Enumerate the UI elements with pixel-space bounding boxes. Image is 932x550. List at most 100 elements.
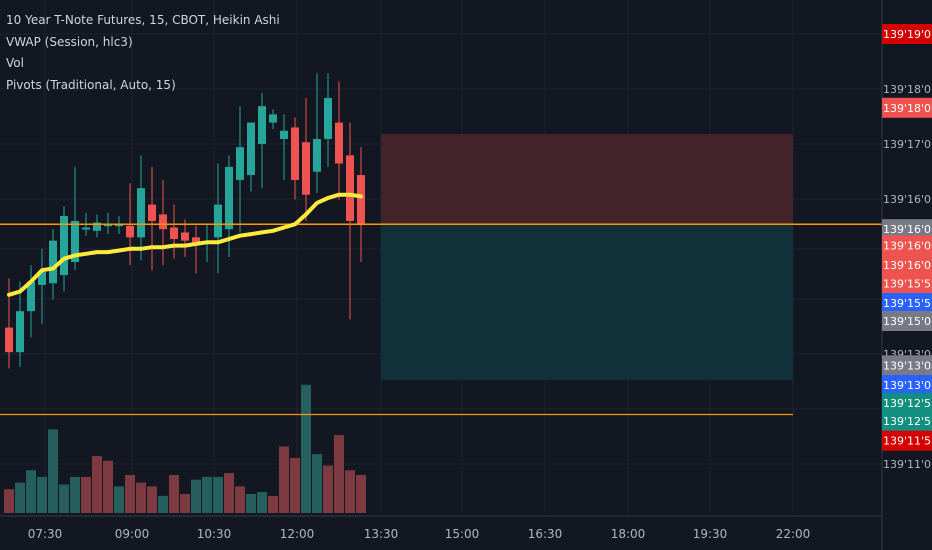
price-tag-label: 139'15'0 [883,315,931,328]
volume-bar [81,476,91,513]
price-tag [882,273,932,294]
volume-bar [37,476,47,513]
candle-body [16,311,24,353]
volume-bar [257,492,267,513]
support-zone [381,224,793,381]
price-tag [882,97,932,118]
price-tag-label: 139'18'0 [883,102,931,115]
x-tick-label: 19:30 [693,527,728,541]
volume-bar [290,457,300,513]
candle-body [313,138,321,172]
overlay-lines [0,192,882,416]
price-tag [882,292,932,313]
y-tick-label: 139'16'0 [883,193,931,206]
candle-body [170,227,178,239]
price-tag-label: 139'16'0 [883,240,931,253]
price-tag [882,24,932,44]
volume-bar [180,494,190,513]
volume-bar [191,479,201,513]
candle-body [137,188,145,238]
volume-bar [92,456,102,513]
volume-bar [15,482,25,513]
price-tag [882,374,932,395]
volume-bar [213,476,223,513]
candle-body [335,122,343,164]
y-tick-label: 139'11'0 [883,458,931,471]
symbol-title[interactable]: 10 Year T-Note Futures, 15, CBOT, Heikin… [6,13,280,27]
price-tag [882,393,932,413]
volume-bar [345,470,355,513]
candle-body [192,237,200,243]
price-tag-label: 139'16'0 [883,259,931,272]
x-tick-label: 13:30 [364,527,399,541]
price-tag [882,430,932,451]
volume-bar [301,384,311,513]
candle-body [38,271,46,285]
x-tick-label: 15:00 [445,527,480,541]
volume-bar [48,429,58,513]
candle-body [60,216,68,276]
candle-body [302,142,310,195]
price-tag [882,355,932,376]
volume-bar [312,454,322,513]
price-tag [882,219,932,240]
price-tag-label: 139'15'5 [883,297,931,310]
volume-bar [59,484,69,513]
candle-body [225,166,233,230]
resistance-zone [381,134,793,225]
x-tick-label: 09:00 [115,527,150,541]
volume-bar [147,486,157,513]
volume-bar [125,475,135,513]
candle-body [291,127,299,180]
y-tick-label: 139'17'0 [883,138,931,151]
volume-bar [235,486,245,513]
candle-body [82,227,90,230]
price-tag [882,235,932,256]
x-tick-label: 10:30 [197,527,232,541]
vwap-indicator-label[interactable]: VWAP (Session, hlc3) [6,34,133,49]
volume-bar [334,435,344,513]
volume-bar [323,465,333,513]
candle-body [49,240,57,284]
volume-bars [4,384,366,513]
candle-body [258,106,266,144]
volume-bar [246,494,256,513]
price-tag-label: 139'19'0 [883,28,931,41]
volume-bar [136,482,146,513]
price-tag [882,311,932,331]
price-tags: 139'19'0 139'18'0 139'16'0 139'16'0 139'16'0… [882,24,932,451]
volume-bar [114,486,124,513]
candle-body [236,147,244,180]
price-tag [882,255,932,276]
price-tag-label: 139'16'0 [883,223,931,236]
y-tick-label: 139'18'0 [883,83,931,96]
candle-body [214,204,222,238]
candle-body [357,175,365,225]
vwap-line [7,192,363,297]
pivot-zones [381,134,793,381]
candle-body [269,114,277,123]
pivots-indicator-label[interactable]: Pivots (Traditional, Auto, 15) [6,77,176,92]
volume-bar [158,495,168,513]
volume-bar [169,475,179,513]
volume-bar [26,470,36,513]
candle-body [93,222,101,231]
candle-body [159,214,167,230]
candle-body [5,327,13,353]
volume-indicator-label[interactable]: Vol [6,56,24,70]
volume-bar [103,460,113,513]
volume-bar [268,495,278,513]
price-tag-label: 139'13'0 [883,379,931,392]
volume-bar [202,476,212,513]
price-tag-label: 139'11'5 [883,435,931,448]
candlesticks[interactable] [5,73,365,369]
volume-bar [224,473,234,513]
price-tag-label: 139'15'5 [883,277,931,290]
price-tag-label: 139'13'0 [883,359,931,372]
candle-body [324,97,332,139]
candle-body [115,224,123,227]
candle-body [280,130,288,139]
price-tag [882,411,932,432]
